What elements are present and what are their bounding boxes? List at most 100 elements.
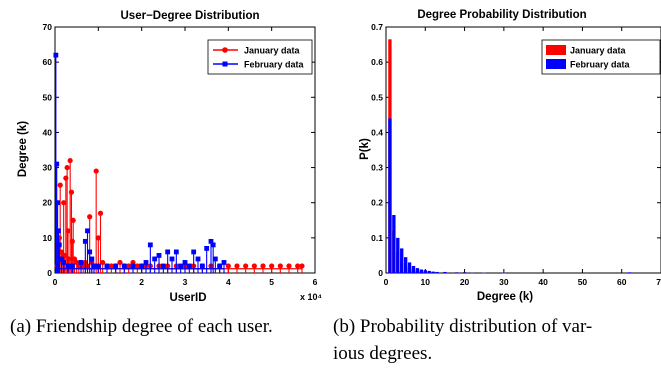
b-y-tick-label: 0.2 xyxy=(371,198,383,208)
data-point xyxy=(173,249,179,255)
data-point xyxy=(295,263,301,269)
data-point xyxy=(91,263,97,269)
data-point xyxy=(65,263,71,269)
data-point xyxy=(69,238,75,244)
data-point xyxy=(87,249,93,255)
bar xyxy=(392,215,396,273)
data-point xyxy=(269,263,275,269)
data-point xyxy=(217,263,223,269)
b-x-tick-label: 70 xyxy=(656,277,661,287)
bar xyxy=(396,237,400,273)
a-y-tick-label: 0 xyxy=(47,268,52,278)
chart-a-legend: January data February data xyxy=(207,39,313,75)
series-february-data xyxy=(53,52,227,273)
b-axes-box xyxy=(385,26,661,274)
data-point xyxy=(117,259,123,266)
b-y-tick-label: 0.6 xyxy=(371,57,383,67)
bar xyxy=(470,272,475,274)
data-point xyxy=(160,263,166,269)
data-point xyxy=(65,228,71,234)
b-y-tick-label: 0.1 xyxy=(371,233,383,243)
bar xyxy=(462,272,467,273)
a-x-tick-label: 2 xyxy=(139,277,144,287)
data-point xyxy=(68,189,75,195)
chart-b-plot-area xyxy=(385,26,661,274)
bar xyxy=(431,271,435,273)
data-point xyxy=(78,260,84,265)
a-x-tick-label: 1 xyxy=(96,277,101,287)
data-point xyxy=(299,263,305,269)
data-point xyxy=(87,214,93,220)
a-x-tick-label: 5 xyxy=(269,277,274,287)
a-y-tick-label: 40 xyxy=(43,127,53,137)
legend-label-0: January data xyxy=(244,46,301,56)
chart-a-marks xyxy=(53,52,305,273)
data-point xyxy=(61,260,67,265)
legend-marker-0 xyxy=(222,47,228,53)
data-point xyxy=(95,263,101,269)
a-x-tick-label: 4 xyxy=(226,277,231,287)
data-point xyxy=(56,228,61,234)
bar xyxy=(411,265,416,273)
data-point xyxy=(61,200,67,206)
data-point xyxy=(178,263,184,269)
data-point xyxy=(208,238,214,244)
data-point xyxy=(225,263,231,269)
data-point xyxy=(152,256,158,262)
bar xyxy=(400,248,404,273)
data-point xyxy=(95,235,101,241)
bar xyxy=(388,118,392,273)
bar xyxy=(435,271,439,273)
bar xyxy=(627,272,632,273)
data-point xyxy=(212,256,218,262)
bar xyxy=(415,268,420,273)
caption-b-line-1: (b) Probability distribution of var- xyxy=(333,316,593,337)
series-january-data xyxy=(388,39,506,274)
bar xyxy=(427,270,431,273)
data-point xyxy=(56,242,62,248)
data-point xyxy=(69,263,75,269)
chart-a-y-axis-label: Degree (k) xyxy=(17,121,29,177)
data-point xyxy=(204,246,210,251)
chart-a-x-axis-label: UserID xyxy=(169,292,206,304)
b-x-tick-label: 0 xyxy=(384,277,389,287)
data-point xyxy=(57,182,63,188)
data-point xyxy=(93,168,99,174)
series-january-data xyxy=(54,157,305,273)
data-point xyxy=(191,249,197,255)
legend-label-1: February data xyxy=(244,60,305,70)
data-point xyxy=(143,260,149,265)
chart-b-marks xyxy=(388,39,632,274)
legend-swatch-1 xyxy=(546,59,566,69)
data-point xyxy=(97,210,104,216)
user-degree-chart: User−Degree Distribution 0 1 2 3 4 5 601020304… xyxy=(17,10,322,304)
data-point xyxy=(221,260,227,265)
bar xyxy=(419,269,424,273)
data-point xyxy=(277,263,283,269)
data-point xyxy=(260,263,266,269)
legend-label-0: January data xyxy=(570,46,627,56)
chart-b-y-axis-label: P(k) xyxy=(359,138,371,160)
data-point xyxy=(234,263,240,269)
data-point xyxy=(64,164,70,171)
degree-probability-chart: Degree Probability Distribution 0 10 20 30 4… xyxy=(359,9,661,303)
data-point xyxy=(182,260,188,265)
data-point xyxy=(195,256,201,262)
data-point xyxy=(130,263,136,269)
caption-b: (b) Probability distribution of var- iou… xyxy=(333,313,661,367)
b-x-tick-label: 20 xyxy=(460,277,470,287)
legend-label-1: February data xyxy=(570,60,631,70)
bar xyxy=(502,272,506,274)
b-x-tick-label: 40 xyxy=(538,277,548,287)
data-point xyxy=(53,52,59,58)
b-y-tick-label: 0.3 xyxy=(371,163,383,173)
a-y-tick-label: 30 xyxy=(43,163,53,173)
bar xyxy=(482,272,486,274)
data-point xyxy=(169,256,175,262)
data-point xyxy=(147,242,153,248)
b-x-tick-label: 60 xyxy=(617,277,627,287)
legend-box xyxy=(207,39,313,75)
chart-a-x-multiplier: x 10⁴ xyxy=(300,292,322,302)
data-point xyxy=(85,228,90,234)
a-x-tick-label: 6 xyxy=(313,277,318,287)
